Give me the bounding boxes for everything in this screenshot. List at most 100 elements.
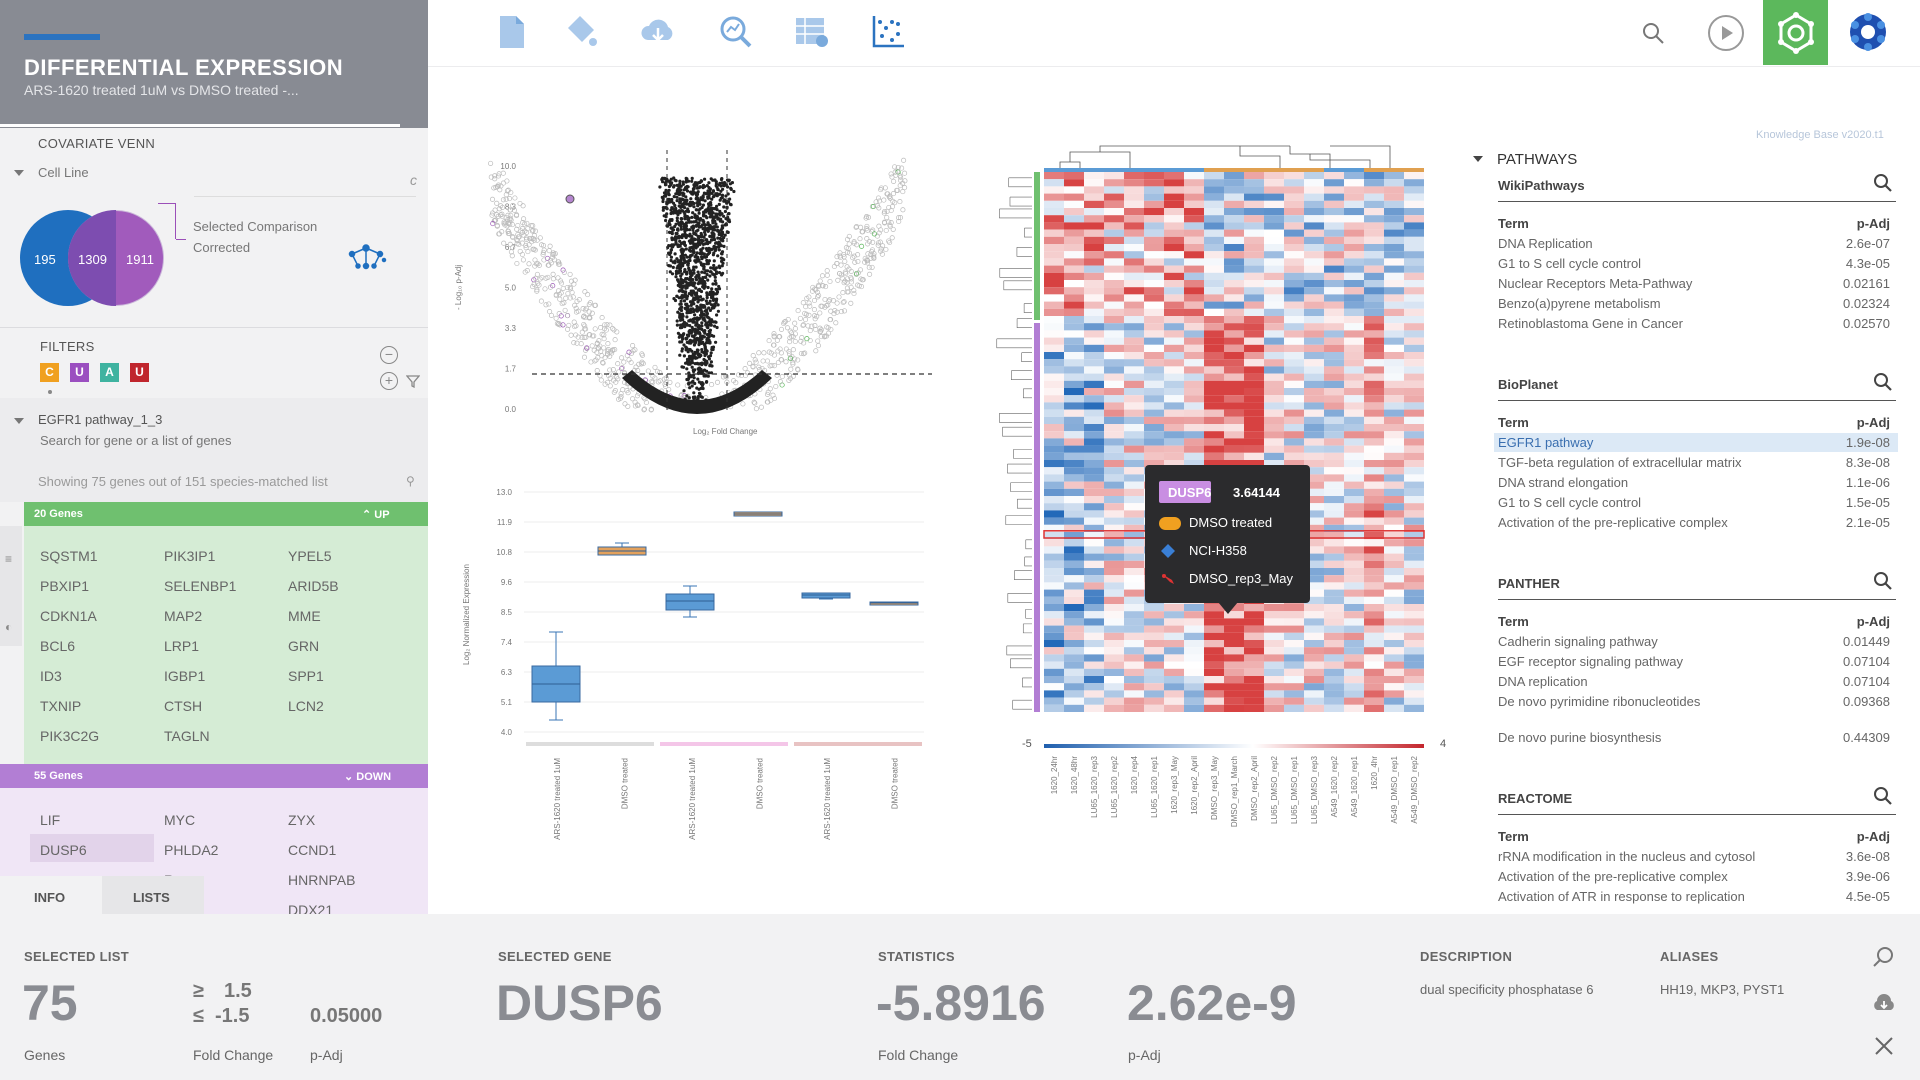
- close-icon[interactable]: [1874, 1036, 1894, 1056]
- logo-icon[interactable]: [1847, 11, 1889, 53]
- filter-badge-u[interactable]: U: [70, 363, 89, 382]
- fc-up-threshold[interactable]: 1.5: [224, 980, 252, 1002]
- gene-item[interactable]: DUSP6: [40, 842, 87, 858]
- gene-item[interactable]: LIF: [40, 812, 61, 828]
- pathway-term[interactable]: De novo purine biosynthesis: [1498, 730, 1662, 745]
- gene-item[interactable]: PIK3IP1: [164, 548, 216, 564]
- heatmap-scale-min: -5: [1022, 738, 1032, 750]
- gene-item[interactable]: CCND1: [288, 842, 337, 858]
- filter-badge-a[interactable]: A: [100, 363, 119, 382]
- table-settings-icon[interactable]: [794, 14, 830, 50]
- gene-item[interactable]: MAP2: [164, 608, 203, 624]
- gene-item[interactable]: IGBP1: [164, 668, 206, 684]
- pathway-term[interactable]: Retinoblastoma Gene in Cancer: [1498, 316, 1683, 331]
- gene-item[interactable]: PHLDA2: [164, 842, 219, 858]
- side-tab[interactable]: [0, 526, 22, 646]
- gene-item[interactable]: ID3: [40, 668, 62, 684]
- pathway-term[interactable]: DNA strand elongation: [1498, 475, 1629, 490]
- aliases-text: HH19, MKP3, PYST1: [1660, 982, 1785, 997]
- pathway-term[interactable]: Cadherin signaling pathway: [1498, 634, 1658, 649]
- pathway-term[interactable]: Activation of ATR in response to replica…: [1498, 889, 1745, 904]
- up-genes-header[interactable]: [24, 502, 428, 526]
- gene-item[interactable]: TAGLN: [164, 728, 210, 744]
- term-column-header: Term: [1498, 829, 1529, 844]
- scatter-plot-icon[interactable]: [870, 14, 906, 50]
- contrast-icon[interactable]: ◐: [5, 620, 13, 634]
- plus-circle-icon[interactable]: +: [380, 372, 398, 390]
- search-icon[interactable]: ⚲: [406, 474, 415, 488]
- gene-item[interactable]: PIK3C2G: [40, 728, 100, 744]
- chevron-down-icon[interactable]: [14, 418, 24, 424]
- term-column-header: Term: [1498, 415, 1529, 430]
- document-icon[interactable]: [494, 14, 530, 50]
- gene-list-name[interactable]: EGFR1 pathway_1_3: [38, 412, 163, 427]
- gene-item[interactable]: LRP1: [164, 638, 200, 654]
- boxplot-ytick: 5.1: [501, 698, 513, 707]
- pathway-row[interactable]: [1494, 433, 1898, 452]
- gene-item[interactable]: SQSTM1: [40, 548, 98, 564]
- chevron-down-icon[interactable]: [14, 170, 24, 176]
- search-icon[interactable]: [1872, 172, 1894, 194]
- analysis-search-icon[interactable]: [718, 14, 754, 50]
- minus-circle-icon[interactable]: −: [380, 346, 398, 364]
- gene-item[interactable]: CTSH: [164, 698, 203, 714]
- gene-item[interactable]: MYC: [164, 812, 196, 828]
- gene-item[interactable]: CDKN1A: [40, 608, 97, 624]
- gene-item[interactable]: ARID5B: [288, 578, 339, 594]
- filter-badge-u2[interactable]: U: [130, 363, 149, 382]
- cloud-download-icon[interactable]: [1872, 994, 1896, 1012]
- gene-item[interactable]: HNRNPAB: [288, 872, 356, 888]
- filter-icon[interactable]: [406, 374, 420, 388]
- play-icon[interactable]: [1707, 14, 1745, 52]
- venn-connector: [176, 239, 186, 240]
- pathway-term[interactable]: De novo pyrimidine ribonucleotides: [1498, 694, 1701, 709]
- gene-item[interactable]: BCL6: [40, 638, 76, 654]
- gene-item[interactable]: SELENBP1: [164, 578, 237, 594]
- pathway-term[interactable]: DNA Replication: [1498, 236, 1593, 251]
- gene-item[interactable]: GRN: [288, 638, 320, 654]
- search-icon[interactable]: [1872, 785, 1894, 807]
- pathway-term[interactable]: EGF receptor signaling pathway: [1498, 654, 1683, 669]
- tab-info[interactable]: INFO: [34, 890, 66, 905]
- cloud-download-icon[interactable]: [640, 14, 676, 50]
- search-icon[interactable]: [1873, 946, 1895, 968]
- comparison-subtitle[interactable]: ARS-1620 treated 1uM vs DMSO treated -..…: [24, 82, 299, 98]
- gene-item[interactable]: YPEL5: [288, 548, 332, 564]
- settings-button[interactable]: [1763, 0, 1828, 65]
- filter-badge-c[interactable]: C: [40, 363, 59, 382]
- volcano-plot[interactable]: 10.08.36.75.03.31.70.0: [462, 150, 932, 440]
- gene-item[interactable]: LCN2: [288, 698, 324, 714]
- pathway-term[interactable]: G1 to S cell cycle control: [1498, 256, 1642, 271]
- pathway-term[interactable]: Nuclear Receptors Meta-Pathway: [1498, 276, 1693, 291]
- paint-bucket-icon[interactable]: [564, 14, 600, 50]
- clear-icon[interactable]: c: [410, 172, 417, 188]
- chevron-down-icon[interactable]: [1473, 156, 1483, 162]
- padj-threshold[interactable]: 0.05000: [310, 1005, 383, 1027]
- search-icon[interactable]: [1641, 21, 1665, 45]
- pathway-term[interactable]: Benzo(a)pyrene metabolism: [1498, 296, 1661, 311]
- pathway-term[interactable]: G1 to S cell cycle control: [1498, 495, 1642, 510]
- search-icon[interactable]: [1872, 371, 1894, 393]
- gene-item[interactable]: SPP1: [288, 668, 324, 684]
- venn-overlap[interactable]: [68, 210, 116, 306]
- pathway-term[interactable]: Activation of the pre-replicative comple…: [1498, 515, 1728, 530]
- pathway-term[interactable]: EGFR1 pathway: [1498, 435, 1594, 450]
- pathway-term[interactable]: TGF-beta regulation of extracellular mat…: [1498, 455, 1742, 470]
- box-plot[interactable]: 13.0 11.9 10.8 9.6 8.5 7.4 6.3 5.1 4.0 ARS-1620 t…: [462, 480, 932, 850]
- gene-item[interactable]: MME: [288, 608, 321, 624]
- boxplot-ylabel: Log₂ Normalized Expression: [462, 564, 471, 665]
- down-genes-header[interactable]: [0, 764, 428, 788]
- tab-lists[interactable]: LISTS: [133, 890, 170, 905]
- fc-down-threshold[interactable]: -1.5: [215, 1005, 250, 1027]
- pathway-term[interactable]: DNA replication: [1498, 674, 1588, 689]
- pathway-term[interactable]: rRNA modification in the nucleus and cyt…: [1498, 849, 1756, 864]
- network-icon[interactable]: [346, 240, 390, 274]
- list-icon[interactable]: ≡: [5, 552, 13, 566]
- gene-item[interactable]: TXNIP: [40, 698, 82, 714]
- gene-item[interactable]: ZYX: [288, 812, 316, 828]
- gene-item[interactable]: PBXIP1: [40, 578, 90, 594]
- gene-search-input[interactable]: Search for gene or a list of genes: [40, 433, 232, 448]
- pathway-term[interactable]: Activation of the pre-replicative comple…: [1498, 869, 1728, 884]
- search-icon[interactable]: [1872, 570, 1894, 592]
- cell-line-dropdown[interactable]: Cell Line: [38, 165, 89, 180]
